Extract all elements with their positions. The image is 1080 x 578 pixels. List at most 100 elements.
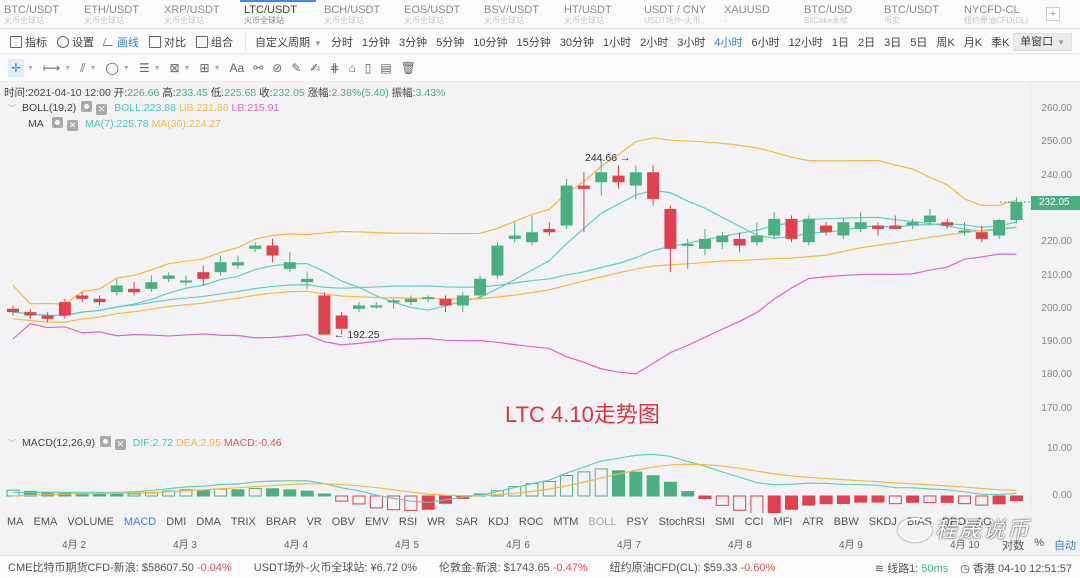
tab-bch-usdt[interactable]: BCH/USDT 火币全球站: [320, 0, 400, 28]
period-17[interactable]: 周K: [936, 36, 955, 49]
period-15[interactable]: 3日: [884, 36, 902, 49]
window-mode-dropdown[interactable]: 单窗口 ▼: [1013, 33, 1072, 51]
period-1[interactable]: 1分钟: [361, 36, 391, 49]
gear-icon[interactable]: [52, 117, 64, 128]
compare-button[interactable]: 对比: [149, 34, 186, 50]
tab-ltc-usdt[interactable]: LTC/USDT 火币全球站: [240, 0, 320, 28]
custom-period-dropdown[interactable]: 自定义周期 ▼: [255, 36, 322, 49]
period-5[interactable]: 15分钟: [516, 36, 551, 49]
indicator-skdj[interactable]: SKDJ: [868, 516, 897, 528]
period-0[interactable]: 分时: [330, 36, 353, 49]
indicator-obv[interactable]: OBV: [331, 516, 355, 528]
period-14[interactable]: 2日: [858, 36, 876, 49]
indicator-atr[interactable]: ATR: [802, 516, 824, 528]
fibonacci-tool[interactable]: ☰ ▼: [139, 61, 161, 75]
indicator-boll[interactable]: BOLL: [588, 516, 617, 528]
indicator-kdj[interactable]: KDJ: [488, 516, 509, 528]
ticker-item[interactable]: CME比特币期货CFD-新浪: $58607.50 -0.04%: [8, 562, 232, 574]
indicator-wr[interactable]: WR: [427, 516, 446, 528]
tab-btc-usdt[interactable]: BTC/USDT 币安: [880, 0, 960, 28]
segment-tool[interactable]: ⟼ ▼: [43, 61, 71, 75]
collapse-icon[interactable]: ﹀: [8, 439, 16, 448]
indicator-rsi[interactable]: RSI: [398, 516, 418, 528]
ruler-tool[interactable]: ✎: [291, 61, 301, 75]
indicator-mfi[interactable]: MFI: [773, 516, 793, 528]
period-7[interactable]: 1小时: [603, 36, 632, 49]
indicator-brar[interactable]: BRAR: [265, 516, 297, 528]
ticker-item[interactable]: 纽约原油CFD(CL): $59.33 -0.60%: [609, 562, 776, 574]
ellipse-tool[interactable]: ◯ ▼: [105, 61, 129, 75]
period-13[interactable]: 1日: [831, 36, 850, 49]
combine-button[interactable]: 组合: [196, 34, 233, 50]
indicator-smi[interactable]: SMI: [715, 516, 735, 528]
brush-tool[interactable]: ✍: [310, 61, 320, 75]
indicator-macd[interactable]: MACD: [123, 516, 157, 528]
magnet-tool[interactable]: ⚯: [253, 61, 263, 75]
collapse-icon[interactable]: ﹀: [8, 104, 16, 113]
period-18[interactable]: 月K: [963, 36, 983, 49]
log-scale-toggle[interactable]: 对数: [1002, 540, 1025, 552]
lock-tool[interactable]: ⌂: [349, 61, 356, 75]
tab-xauusd[interactable]: XAUUSD -: [720, 0, 800, 28]
add-tab-button[interactable]: +: [1046, 7, 1060, 21]
tab-eth-usdt[interactable]: ETH/USDT 火币全球站: [80, 0, 160, 28]
indicator-ao[interactable]: AO: [975, 516, 992, 528]
template-tool[interactable]: ▤: [380, 61, 391, 75]
period-19[interactable]: 季K: [991, 36, 1010, 49]
indicator-dma[interactable]: DMA: [196, 516, 221, 528]
indicator-roc[interactable]: ROC: [518, 516, 544, 528]
percent-scale-toggle[interactable]: %: [1034, 537, 1044, 549]
candlestick-chart[interactable]: [0, 83, 1030, 515]
indicator-vr[interactable]: VR: [306, 516, 322, 528]
indicator-ma[interactable]: MA: [7, 516, 24, 528]
parallel-tool[interactable]: ⫽ ▼: [80, 61, 96, 76]
tab-ht-usdt[interactable]: HT/USDT 火币全球站: [560, 0, 640, 28]
tab-eos-usdt[interactable]: EOS/USDT 火币全球站: [400, 0, 480, 28]
ticker-item[interactable]: USDT场外-火币全球站: ¥6.72 0%: [253, 562, 417, 574]
crosshair-tool[interactable]: ✛: [8, 59, 25, 77]
gear-icon[interactable]: [81, 101, 93, 112]
indicator-volume[interactable]: VOLUME: [67, 516, 114, 528]
draw-line-button[interactable]: 画线: [102, 34, 139, 50]
lock-group-tool[interactable]: ⋕: [329, 61, 339, 75]
indicator-dpo[interactable]: DPO: [941, 516, 966, 528]
hide-drawings-tool[interactable]: ⊘: [272, 61, 282, 75]
indicator-sar[interactable]: SAR: [455, 516, 479, 528]
indicator-psy[interactable]: PSY: [626, 516, 649, 528]
tab-btc-usd[interactable]: BTC/USD BitCoke永续: [800, 0, 880, 28]
close-icon[interactable]: ✕: [67, 120, 79, 131]
indicator-trix[interactable]: TRIX: [230, 516, 256, 528]
settings-button[interactable]: 设置: [57, 34, 94, 50]
period-16[interactable]: 5日: [910, 36, 928, 49]
text-tool[interactable]: Aa: [230, 61, 245, 75]
indicator-bbw[interactable]: BBW: [833, 516, 859, 528]
tab-usdt-cny[interactable]: USDT / CNY USDT场外-火币...: [640, 0, 720, 28]
indicator-mtm[interactable]: MTM: [553, 516, 579, 528]
indicator-ema[interactable]: EMA: [33, 516, 58, 528]
connection-status[interactable]: ≋ 线路1: 50ms: [874, 563, 949, 575]
period-9[interactable]: 3小时: [677, 36, 706, 49]
tab-btc-usdt[interactable]: BTC/USDT 火币全球站: [0, 0, 80, 28]
bookmark-tool[interactable]: ▯: [365, 61, 372, 75]
period-12[interactable]: 12小时: [788, 36, 823, 49]
period-10[interactable]: 4小时: [714, 36, 743, 49]
indicator-stochrsi[interactable]: StochRSI: [658, 516, 706, 528]
gear-icon[interactable]: [99, 436, 111, 447]
period-2[interactable]: 3分钟: [399, 36, 428, 49]
pattern-tool[interactable]: ⊠ ▼: [170, 61, 191, 75]
indicator-button[interactable]: 指标: [10, 34, 47, 50]
indicator-emv[interactable]: EMV: [364, 516, 389, 528]
indicator-cci[interactable]: CCI: [744, 516, 764, 528]
close-icon[interactable]: ✕: [96, 104, 108, 115]
period-11[interactable]: 6小时: [751, 36, 780, 49]
measure-tool[interactable]: ⊞ ▼: [200, 61, 221, 75]
tab-nycfd-cl[interactable]: NYCFD-CL 纽约原油CFD(CL): [960, 0, 1040, 28]
period-6[interactable]: 30分钟: [559, 36, 595, 49]
close-icon[interactable]: ✕: [114, 439, 126, 450]
indicator-dmi[interactable]: DMI: [166, 516, 187, 528]
chevron-down-icon[interactable]: ▼: [27, 64, 34, 72]
tab-bsv-usdt[interactable]: BSV/USDT 火币全球站: [480, 0, 560, 28]
tab-xrp-usdt[interactable]: XRP/USDT 火币全球站: [160, 0, 240, 28]
period-3[interactable]: 5分钟: [436, 36, 465, 49]
price-chart[interactable]: [0, 83, 1030, 515]
